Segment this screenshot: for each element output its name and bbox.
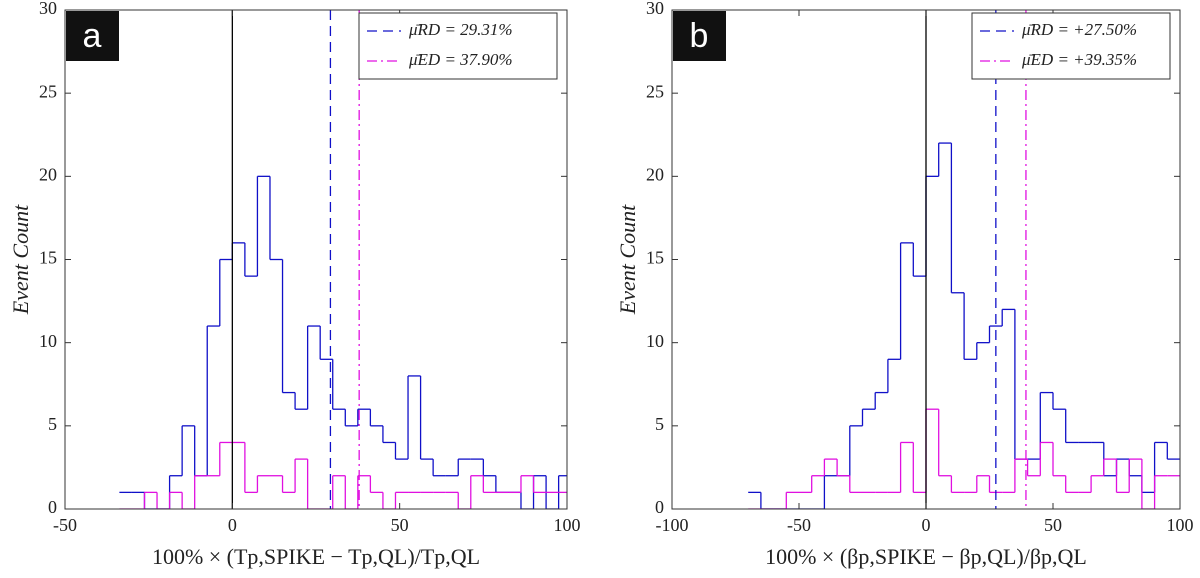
- panel-tag: b: [690, 17, 709, 55]
- y-tick-label: 5: [48, 414, 57, 434]
- axes-box: [64, 9, 568, 510]
- y-tick-label: 0: [48, 497, 57, 517]
- y-axis-label: Event Count: [615, 204, 640, 315]
- panel-tag-box: [66, 11, 119, 61]
- y-tick-label: 30: [646, 0, 664, 18]
- plot-area: [119, 10, 567, 509]
- x-tick-label: 0: [228, 515, 237, 535]
- legend-label: μ̄RD = 29.31%: [408, 20, 513, 39]
- plot-area: [748, 10, 1180, 509]
- y-tick-label: 15: [646, 248, 664, 268]
- y-tick-label: 10: [39, 331, 57, 351]
- x-tick-label: -50: [53, 515, 77, 535]
- legend-box: [971, 12, 1171, 80]
- y-tick-label: 15: [39, 248, 57, 268]
- x-tick-label: 0: [922, 515, 931, 535]
- panel-tag-box: [673, 11, 726, 61]
- x-tick-label: 100: [1167, 515, 1194, 535]
- x-tick-label: 100: [554, 515, 581, 535]
- y-tick-label: 20: [646, 164, 664, 184]
- x-tick-label: 50: [1044, 515, 1062, 535]
- y-tick-label: 20: [39, 164, 57, 184]
- legend-box: [358, 12, 558, 80]
- x-axis-label: 100% × (βp,SPIKE − βp,QL)/βp,QL: [765, 544, 1087, 569]
- y-tick-label: 0: [655, 497, 664, 517]
- legend-label: μ̄ED = +39.35%: [1021, 50, 1137, 69]
- x-tick-label: -50: [787, 515, 811, 535]
- y-tick-label: 10: [646, 331, 664, 351]
- legend-label: μ̄ED = 37.90%: [408, 50, 513, 69]
- y-tick-label: 30: [39, 0, 57, 18]
- y-tick-label: 25: [646, 81, 664, 101]
- legend-label: μ̄RD = +27.50%: [1021, 20, 1137, 39]
- x-tick-label: 50: [391, 515, 409, 535]
- x-tick-label: -100: [656, 515, 689, 535]
- y-axis-label: Event Count: [8, 204, 33, 315]
- y-tick-label: 25: [39, 81, 57, 101]
- y-tick-label: 5: [655, 414, 664, 434]
- panel-tag: a: [83, 17, 102, 55]
- x-axis-label: 100% × (Tp,SPIKE − Tp,QL)/Tp,QL: [152, 544, 480, 569]
